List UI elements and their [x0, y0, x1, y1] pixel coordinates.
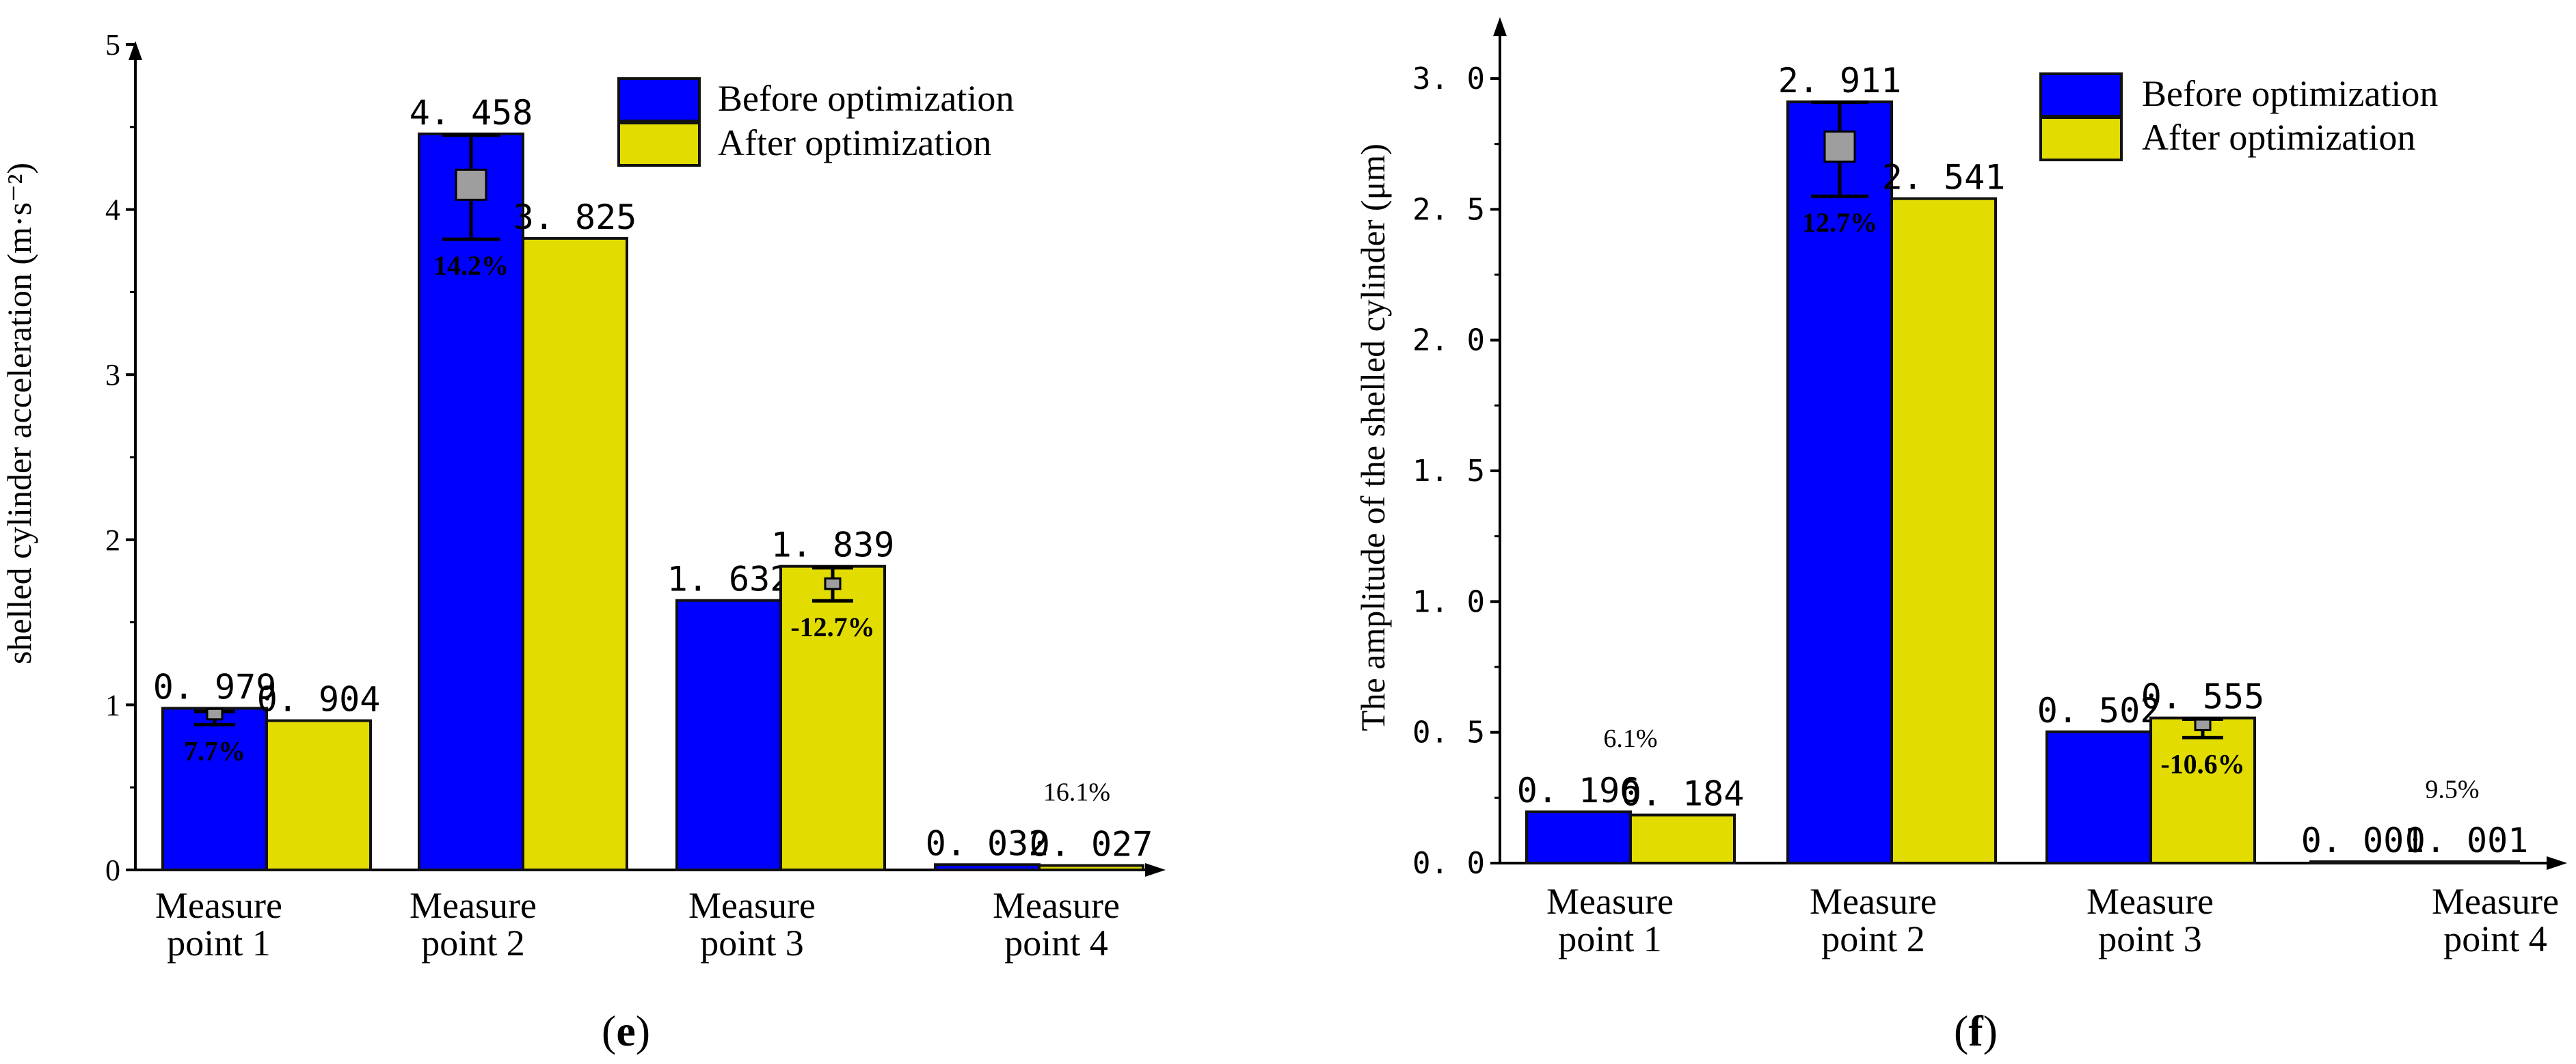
- x-category-label-point-3-line-2: point 3: [2098, 918, 2202, 959]
- panel-label-close-paren: ): [636, 1007, 650, 1055]
- value-label-after-point-3: 0. 555: [2141, 677, 2265, 717]
- legend-label-after: After optimization: [2142, 117, 2415, 158]
- bar-after-point-3: [779, 564, 886, 871]
- x-category-label-point-4-line-1: Measure: [993, 885, 1120, 926]
- panel-label-letter: f: [1968, 1007, 1983, 1055]
- y-axis-arrow: [1493, 17, 1507, 36]
- bar-after-point-3: [2149, 716, 2256, 864]
- x-category-label-point-3-line-1: Measure: [688, 885, 816, 926]
- percent-change-label-point-4: 9.5%: [2425, 776, 2479, 804]
- mean-marker: [824, 577, 842, 590]
- percent-change-label-point-3: -12.7%: [790, 612, 874, 642]
- y-tick-label: 2. 5: [1412, 192, 1485, 227]
- y-tick-label: 0: [105, 854, 120, 887]
- value-label-before-point-1: 0. 979: [153, 667, 277, 707]
- x-category-label-point-2-line-2: point 2: [1821, 918, 1925, 959]
- percent-change-label-point-4: 16.1%: [1043, 778, 1110, 806]
- bar-before-point-2: [418, 132, 524, 872]
- y-tick-label: 4: [105, 193, 120, 227]
- value-label-before-point-3: 1. 632: [667, 560, 791, 599]
- x-category-label-point-3-line-1: Measure: [2087, 881, 2214, 922]
- x-category-label-point-2-line-1: Measure: [1810, 881, 1937, 922]
- x-category-label-point-4-line-1: Measure: [2432, 881, 2559, 922]
- bar-before-point-3: [675, 599, 782, 871]
- x-category-label-point-3-line-2: point 3: [700, 923, 804, 964]
- value-label-after-point-2: 3. 825: [513, 197, 637, 237]
- y-tick-label: 2: [105, 523, 120, 557]
- bar-after-point-4: [1038, 864, 1144, 872]
- x-category-label-point-4-line-2: point 4: [2443, 918, 2547, 959]
- y-axis-title: shelled cylinder acceleration (m·s⁻²): [0, 163, 38, 664]
- y-tick-label: 1. 0: [1412, 584, 1485, 619]
- mean-marker: [455, 168, 487, 201]
- mean-marker: [1823, 130, 1856, 163]
- y-tick-label: 1. 5: [1412, 454, 1485, 489]
- bar-before-point-4: [934, 863, 1041, 871]
- value-label-after-point-1: 0. 904: [257, 680, 381, 720]
- x-category-label-point-1-line-1: Measure: [155, 885, 282, 926]
- y-axis-arrow: [129, 41, 142, 60]
- legend-label-before: Before optimization: [2142, 73, 2438, 114]
- panel-label: (e): [602, 1007, 650, 1055]
- y-tick-label: 3: [105, 358, 120, 392]
- value-label-after-point-2: 2. 541: [1882, 158, 2006, 197]
- bar-after-point-2: [1890, 197, 1997, 865]
- bar-before-point-2: [1786, 100, 1893, 864]
- x-category-label-point-1-line-2: point 1: [1558, 918, 1662, 959]
- legend-swatch-after: [617, 122, 701, 167]
- panel-label-letter: e: [616, 1007, 635, 1055]
- value-label-after-point-1: 0. 184: [1621, 774, 1745, 814]
- panel-f-amplitude-chart: 0. 0 0. 5 1. 0 1. 5 2. 0 2. 5 3. 0 The amplitud…: [1354, 17, 2567, 1055]
- value-label-before-point-4: 0. 001: [2301, 821, 2425, 860]
- bar-before-point-1: [1525, 810, 1632, 864]
- y-tick-label: 1: [105, 688, 120, 722]
- legend-swatch-after: [2039, 116, 2123, 161]
- bar-after-point-1: [1629, 813, 1736, 865]
- mean-marker: [2194, 718, 2212, 731]
- x-axis-arrow: [2547, 856, 2567, 870]
- legend-label-before: Before optimization: [718, 78, 1014, 119]
- x-category-label-point-2-line-2: point 2: [421, 923, 525, 964]
- x-category-label-point-4-line-2: point 4: [1004, 923, 1108, 964]
- panel-e-acceleration-chart: 0 1 2 3 4 5 shelled cylinder acceleration (m·s…: [0, 28, 1166, 1055]
- x-category-label-point-1-line-2: point 1: [167, 923, 271, 964]
- value-label-before-point-1: 0. 196: [1517, 771, 1641, 810]
- value-label-after-point-3: 1. 839: [771, 526, 895, 565]
- percent-change-label-point-2: 12.7%: [1802, 207, 1877, 238]
- legend-swatch-before: [2039, 72, 2123, 118]
- bar-after-point-4: [2413, 860, 2520, 864]
- y-tick-label: 0. 5: [1412, 715, 1485, 750]
- panel-label-open-paren: (: [602, 1007, 616, 1055]
- x-category-label-point-2-line-1: Measure: [410, 885, 537, 926]
- y-tick-label: 0. 0: [1412, 846, 1485, 881]
- y-tick-label: 3. 0: [1412, 62, 1485, 96]
- percent-change-label-point-1: 7.7%: [184, 735, 245, 766]
- y-tick-label: 2. 0: [1412, 323, 1485, 358]
- bar-before-point-1: [161, 707, 268, 872]
- value-label-before-point-2: 4. 458: [410, 93, 533, 133]
- legend-label-after: After optimization: [718, 122, 991, 163]
- y-tick-label: 5: [105, 28, 120, 62]
- value-label-after-point-4: 0. 027: [1030, 824, 1153, 864]
- x-axis-arrow: [1145, 863, 1166, 877]
- percent-change-label-point-2: 14.2%: [433, 250, 509, 281]
- value-label-before-point-3: 0. 502: [2037, 691, 2161, 731]
- value-label-before-point-2: 2. 911: [1778, 61, 1902, 100]
- bar-before-point-3: [2045, 730, 2152, 865]
- percent-change-label-point-1: 6.1%: [1603, 724, 1657, 753]
- mean-marker: [206, 707, 224, 721]
- panel-label-open-paren: (: [1954, 1007, 1968, 1055]
- bar-before-point-4: [2309, 860, 2416, 864]
- bar-after-point-1: [265, 719, 372, 872]
- percent-change-label-point-3: -10.6%: [2160, 748, 2244, 779]
- x-category-label-point-1-line-1: Measure: [1546, 881, 1674, 922]
- value-label-after-point-4: 0. 001: [2405, 821, 2529, 860]
- legend-swatch-before: [617, 77, 701, 122]
- panel-label: (f): [1954, 1007, 1998, 1055]
- value-label-before-point-4: 0. 032: [926, 823, 1049, 863]
- bar-after-point-2: [522, 236, 628, 871]
- panel-label-close-paren: ): [1983, 1007, 1998, 1055]
- y-axis-title: The amplitude of the shelled cylinder (μ…: [1354, 144, 1392, 731]
